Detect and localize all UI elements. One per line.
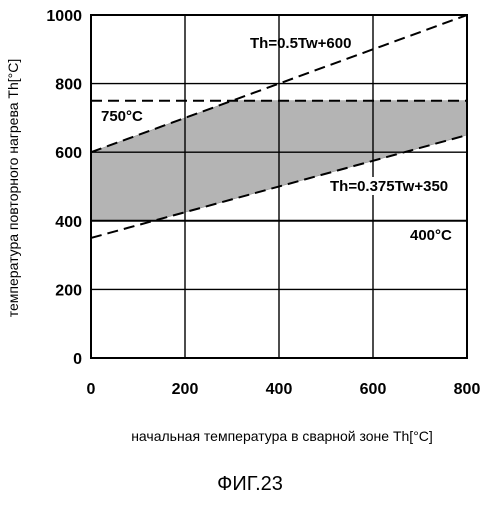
x-axis-title: начальная температура в сварной зоне Th[… [131, 428, 433, 444]
y-tick-label: 0 [73, 351, 82, 368]
x-tick-label: 0 [87, 381, 96, 398]
label-lower-bound: Th=0.375Tw+350 [330, 178, 448, 195]
y-tick-label: 800 [55, 77, 82, 94]
y-tick-label: 400 [55, 214, 82, 231]
x-tick-label: 200 [172, 381, 199, 398]
label-upper-bound: Th=0.5Tw+600 [250, 35, 351, 52]
x-tick-label: 600 [360, 381, 387, 398]
y-tick-label: 1000 [46, 8, 82, 25]
y-tick-label: 200 [55, 282, 82, 299]
label-400: 400°C [410, 227, 452, 244]
x-tick-label: 400 [266, 381, 293, 398]
y-axis-title: температура повторного нагрева Th[°C] [5, 59, 21, 317]
label-750: 750°C [101, 108, 143, 125]
y-tick-label: 600 [55, 145, 82, 162]
x-tick-label: 800 [454, 381, 481, 398]
figure-caption: ФИГ.23 [217, 473, 283, 495]
